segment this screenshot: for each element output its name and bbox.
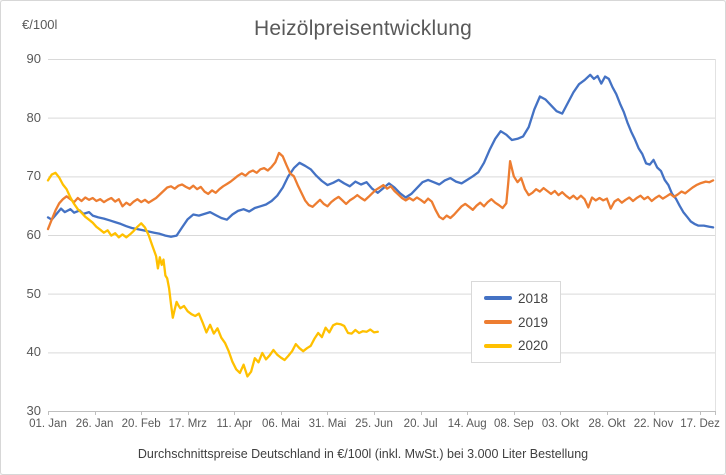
legend-swatch-2020 bbox=[484, 343, 512, 348]
legend-item-2018: 2018 bbox=[484, 291, 560, 306]
y-tick-label: 70 bbox=[26, 168, 41, 184]
legend-item-2019: 2019 bbox=[484, 315, 560, 330]
x-tick-label: 06. Mai bbox=[262, 418, 300, 430]
x-tick-label: 28. Okt bbox=[588, 418, 626, 430]
legend-swatch-2018 bbox=[484, 296, 512, 301]
y-tick-label: 80 bbox=[26, 109, 41, 125]
legend-swatch-2019 bbox=[484, 320, 512, 324]
x-tick-label: 03. Okt bbox=[541, 418, 579, 430]
chart-legend: 2018 2019 2020 bbox=[471, 281, 561, 363]
x-tick-label: 14. Aug bbox=[447, 418, 487, 430]
x-tick-label: 11. Apr bbox=[216, 418, 253, 430]
legend-label-2020: 2020 bbox=[518, 338, 549, 354]
y-axis-unit-label: €/100l bbox=[22, 17, 58, 32]
x-tick-label: 20. Feb bbox=[121, 418, 161, 430]
y-tick-label: 60 bbox=[26, 227, 41, 242]
series-line-2018 bbox=[46, 73, 715, 238]
x-tick-label: 25. Jun bbox=[355, 418, 393, 430]
x-tick-label: 26. Jan bbox=[75, 418, 114, 430]
series-line-2020 bbox=[46, 171, 379, 378]
legend-item-2020: 2020 bbox=[484, 338, 560, 353]
legend-label-2019: 2019 bbox=[518, 314, 549, 330]
y-tick-label: 90 bbox=[26, 51, 41, 66]
x-tick-label: 17. Dez bbox=[680, 418, 720, 430]
y-tick-label: 30 bbox=[26, 403, 41, 418]
x-tick-label: 31. Mai bbox=[308, 418, 347, 430]
y-tick-label: 40 bbox=[26, 344, 41, 360]
y-tick-label: 50 bbox=[26, 285, 41, 301]
x-tick-label: 01. Jan bbox=[29, 418, 67, 430]
series-line-2019 bbox=[46, 151, 715, 231]
x-tick-label: 08. Sep bbox=[493, 418, 534, 430]
legend-label-2018: 2018 bbox=[518, 290, 549, 306]
chart-title: Heizölpreisentwicklung bbox=[254, 17, 472, 40]
x-tick-label: 17. Mrz bbox=[168, 418, 207, 430]
x-tick-label: 20. Jul bbox=[403, 418, 438, 430]
x-tick-label: 22. Nov bbox=[633, 418, 674, 430]
chart-caption: Durchschnittspreise Deutschland in €/100… bbox=[137, 447, 589, 461]
